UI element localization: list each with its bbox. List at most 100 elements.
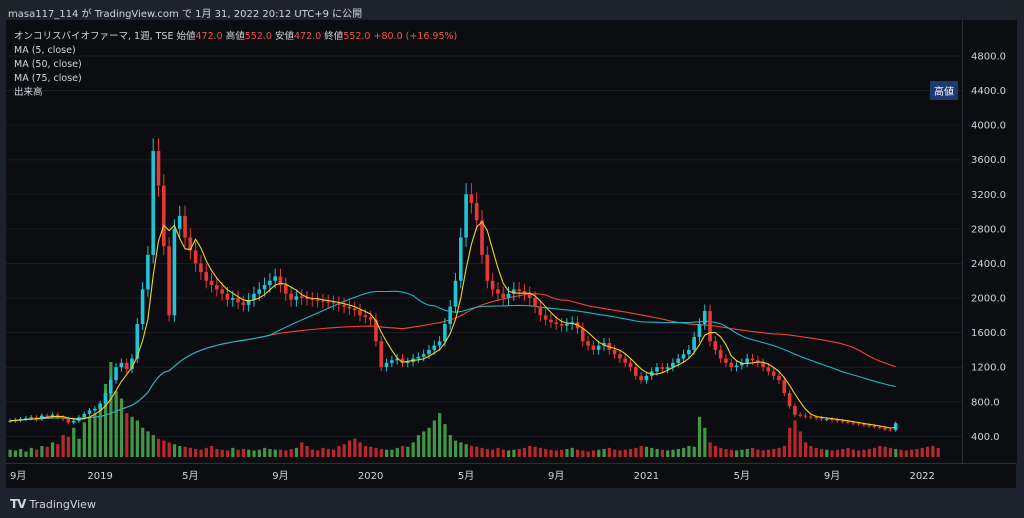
volume-bar <box>825 449 829 457</box>
volume-bar <box>257 449 261 457</box>
time-scale[interactable]: 9月 2019 5月 9月 2020 5月 9月 2021 5月 9月 2022 <box>6 463 1016 488</box>
time-scale-svg: 9月 2019 5月 9月 2020 5月 9月 2021 5月 9月 2022 <box>10 470 935 482</box>
candle-body <box>803 415 808 417</box>
volume-bar <box>782 446 786 457</box>
volume-bar <box>448 435 452 457</box>
candle-body <box>750 358 755 361</box>
volume-bar <box>24 451 28 457</box>
volume-bar <box>756 449 760 457</box>
candle-body <box>745 358 749 363</box>
volume-bar <box>215 448 219 457</box>
candle-body <box>246 299 251 305</box>
volume-bar <box>66 436 71 457</box>
volume-bar <box>740 449 744 457</box>
candle-body <box>724 358 728 363</box>
volume-bar <box>273 449 277 457</box>
volume-bar <box>899 449 903 457</box>
candle-body <box>458 237 463 281</box>
candle-body <box>66 419 71 423</box>
volume-bar <box>512 449 516 457</box>
candle-body <box>395 358 399 361</box>
volume-bar <box>369 446 373 457</box>
candle-body <box>824 419 829 421</box>
volume-bar <box>342 444 346 457</box>
volume-bar <box>676 448 680 457</box>
candle-body <box>496 289 500 294</box>
volume-bar <box>507 450 511 457</box>
candle-body <box>469 194 474 203</box>
volume-bar <box>814 447 818 457</box>
volume-bar <box>788 427 792 457</box>
candle-body <box>45 415 49 417</box>
price-scale-svg: 400.0 800.0 1200.0 1600.0 2000.0 2400.0 2800.0… <box>971 51 1006 442</box>
candle-body <box>633 367 638 376</box>
candle-body <box>490 280 495 290</box>
candle-body <box>87 410 92 414</box>
volume-bar <box>438 413 442 457</box>
candle-body <box>517 289 521 292</box>
legend-close: 552.0 <box>343 31 371 42</box>
volume-bar <box>358 442 362 457</box>
candle-body <box>639 375 643 381</box>
candle-body <box>368 317 373 320</box>
volume-bar <box>878 446 882 457</box>
legend-ma5[interactable]: MA (5, close) <box>14 45 76 56</box>
volume-bar <box>703 427 707 457</box>
volume-bar <box>406 446 410 457</box>
volume-bar <box>316 450 320 457</box>
volume-bar <box>925 446 930 457</box>
legend-volume[interactable]: 出来高 <box>14 87 43 98</box>
volume-bar <box>453 440 458 457</box>
price-tick-label: 2000.0 <box>971 294 1006 305</box>
candle-body <box>146 254 150 290</box>
legend-change: +80.0 (+16.95%) <box>373 31 458 42</box>
legend-low-label: 安値 <box>275 31 295 42</box>
volume-bar <box>830 450 834 457</box>
candle-body <box>183 215 187 238</box>
candle-body <box>416 356 421 359</box>
legend-ma50[interactable]: MA (50, close) <box>14 59 82 70</box>
volume-bar <box>162 440 166 457</box>
candle-body <box>851 422 856 424</box>
time-tick-label: 2019 <box>87 471 112 482</box>
legend-high-label: 高値 <box>225 31 245 42</box>
time-tick-label: 5月 <box>182 470 198 482</box>
candle-body <box>586 341 590 346</box>
candle-body <box>877 426 882 428</box>
volume-bar <box>607 447 611 457</box>
volume-bar <box>400 446 405 457</box>
volume-bar <box>655 448 659 457</box>
candle-body <box>384 362 389 368</box>
volume-bar <box>904 450 908 457</box>
candle-body <box>140 289 145 324</box>
volume-bar <box>809 446 813 457</box>
candle-body <box>98 403 102 409</box>
volume-bar <box>247 449 251 457</box>
volume-bar <box>167 442 171 457</box>
candle-body <box>427 349 431 355</box>
volume-bar <box>554 450 558 457</box>
candle-body <box>321 300 325 302</box>
tradingview-brand[interactable]: TV TradingView <box>10 497 96 511</box>
candle-body <box>665 367 670 369</box>
candle-body <box>480 220 484 255</box>
candle-body <box>119 362 124 368</box>
candle-body <box>485 254 490 281</box>
candle-body <box>172 228 177 316</box>
candle-body <box>533 298 537 307</box>
volume-bar <box>194 448 198 457</box>
volume-bar <box>263 447 267 457</box>
price-tick-label: 2800.0 <box>971 224 1006 235</box>
price-scale[interactable]: 400.0 800.0 1200.0 1600.0 2000.0 2400.0 2800.0… <box>962 20 1017 463</box>
price-tick-label: 3200.0 <box>971 190 1006 201</box>
volume-bar <box>650 447 654 457</box>
plot-area[interactable] <box>6 20 962 463</box>
candle-body <box>241 302 246 305</box>
volume-bar <box>310 449 314 457</box>
volume-bar <box>469 446 474 457</box>
candle-body <box>114 367 118 381</box>
legend-ma75[interactable]: MA (75, close) <box>14 73 82 84</box>
candle-body <box>527 293 532 299</box>
candle-body <box>230 298 235 300</box>
